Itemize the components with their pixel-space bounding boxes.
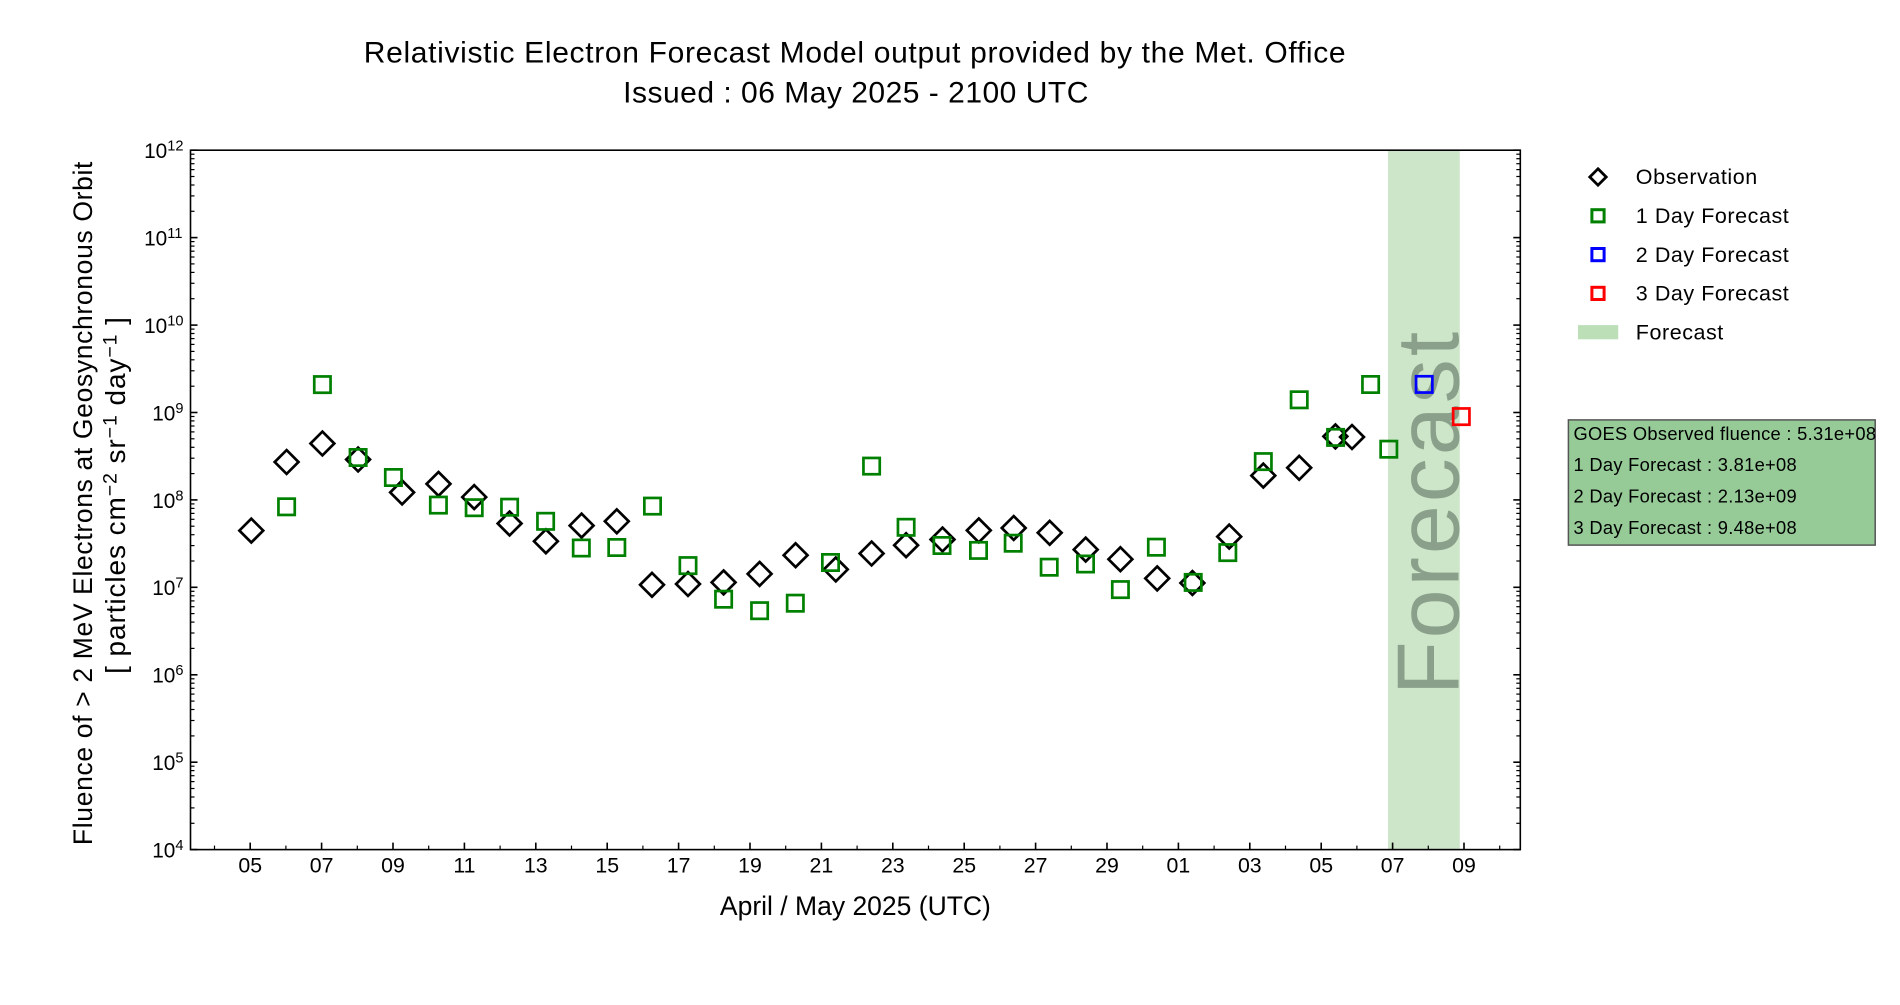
svg-text:07: 07 — [1381, 853, 1405, 877]
svg-text:April / May 2025 (UTC): April / May 2025 (UTC) — [720, 891, 991, 921]
svg-text:10: 10 — [144, 315, 167, 338]
svg-text:11: 11 — [453, 853, 475, 877]
svg-text:05: 05 — [238, 853, 262, 877]
svg-text:GOES Observed fluence : 5.31e+: GOES Observed fluence : 5.31e+08 — [1574, 423, 1877, 444]
svg-text:9: 9 — [175, 401, 183, 417]
svg-text:Relativistic Electron Forecast: Relativistic Electron Forecast Model out… — [364, 36, 1346, 69]
svg-text:23: 23 — [881, 853, 905, 877]
svg-text:[ particles cm−2 sr−1 day−1 ]: [ particles cm−2 sr−1 day−1 ] — [100, 316, 132, 674]
svg-text:19: 19 — [738, 853, 762, 877]
svg-text:4: 4 — [175, 838, 183, 854]
svg-text:Forecast: Forecast — [1636, 320, 1724, 344]
svg-text:10: 10 — [144, 228, 167, 251]
svg-text:21: 21 — [810, 853, 834, 877]
svg-text:05: 05 — [1309, 853, 1333, 877]
svg-text:01: 01 — [1167, 853, 1191, 877]
svg-text:8: 8 — [175, 488, 183, 504]
svg-text:10: 10 — [144, 140, 167, 163]
svg-text:3 Day Forecast : 9.48e+08: 3 Day Forecast : 9.48e+08 — [1574, 517, 1797, 538]
svg-text:17: 17 — [667, 853, 691, 877]
svg-text:Fluence of > 2 MeV Electrons a: Fluence of > 2 MeV Electrons at Geosynch… — [68, 161, 98, 845]
svg-text:13: 13 — [524, 853, 548, 877]
svg-text:12: 12 — [167, 139, 183, 155]
svg-text:2 Day Forecast: 2 Day Forecast — [1636, 243, 1789, 267]
svg-text:25: 25 — [952, 853, 976, 877]
svg-text:3 Day Forecast: 3 Day Forecast — [1636, 282, 1789, 306]
svg-text:11: 11 — [167, 226, 182, 242]
svg-text:6: 6 — [175, 663, 183, 679]
svg-text:1 Day Forecast : 3.81e+08: 1 Day Forecast : 3.81e+08 — [1574, 454, 1797, 475]
svg-text:10: 10 — [167, 314, 183, 330]
svg-text:2 Day Forecast : 2.13e+09: 2 Day Forecast : 2.13e+09 — [1574, 486, 1797, 507]
svg-text:03: 03 — [1238, 853, 1262, 877]
svg-text:10: 10 — [152, 490, 175, 513]
svg-text:1 Day Forecast: 1 Day Forecast — [1636, 204, 1789, 228]
svg-text:29: 29 — [1095, 853, 1119, 877]
svg-text:10: 10 — [152, 402, 175, 425]
svg-text:15: 15 — [595, 853, 619, 877]
svg-text:10: 10 — [152, 840, 175, 863]
svg-text:09: 09 — [1452, 853, 1476, 877]
svg-text:27: 27 — [1024, 853, 1048, 877]
svg-text:5: 5 — [175, 751, 183, 767]
svg-text:Observation: Observation — [1636, 165, 1758, 189]
svg-text:10: 10 — [152, 665, 175, 688]
svg-text:07: 07 — [310, 853, 334, 877]
svg-text:10: 10 — [152, 577, 175, 600]
svg-text:Issued : 06 May 2025 - 2100 UT: Issued : 06 May 2025 - 2100 UTC — [623, 77, 1089, 110]
svg-text:7: 7 — [175, 576, 183, 592]
svg-text:09: 09 — [381, 853, 405, 877]
svg-text:10: 10 — [152, 752, 175, 775]
svg-text:Forecast: Forecast — [1379, 329, 1478, 695]
